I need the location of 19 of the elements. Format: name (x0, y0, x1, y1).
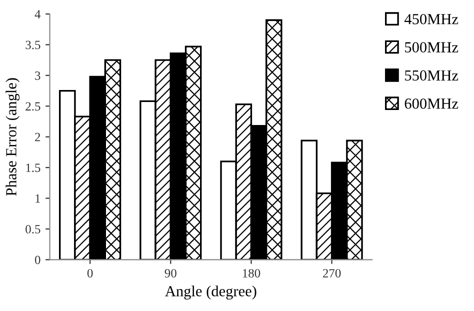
y-tick-label: 4 (34, 10, 41, 18)
y-tick-label: 1 (36, 194, 40, 203)
y-axis-title: Phase Error (angle) (6, 78, 20, 196)
legend-label: 500MHz (405, 42, 458, 52)
y-tick-label: 3 (35, 71, 40, 80)
y-tick-label: 0.5 (26, 225, 40, 234)
y-tick-label: 2 (35, 132, 40, 142)
legend-label: 600MHz (404, 98, 458, 109)
y-tick-label: 1.5 (26, 164, 40, 172)
y-tick-label: 0 (34, 256, 40, 264)
x-axis-title: Angle (degree) (165, 286, 256, 300)
x-tick-label: 0 (87, 269, 93, 278)
x-tick-label: 90 (164, 269, 176, 278)
x-tick-label: 270 (322, 269, 341, 278)
legend-label: 450MHz (404, 14, 458, 24)
legend-label: 550MHz (405, 70, 458, 81)
y-tick-label: 2.5 (26, 102, 40, 111)
x-tick-label: 180 (242, 269, 260, 278)
y-tick-label: 3.5 (26, 40, 40, 50)
